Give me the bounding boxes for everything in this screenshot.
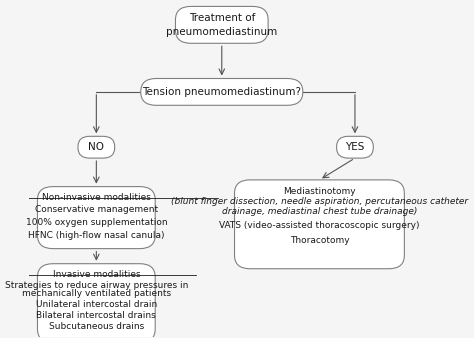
Text: YES: YES <box>345 142 365 152</box>
Text: Conservative management: Conservative management <box>35 206 158 214</box>
FancyBboxPatch shape <box>37 187 155 249</box>
Text: Subcutaneous drains: Subcutaneous drains <box>49 322 144 331</box>
Text: Invasive modalities: Invasive modalities <box>53 270 140 279</box>
Text: Treatment of
pneumomediastinum: Treatment of pneumomediastinum <box>166 13 277 37</box>
FancyBboxPatch shape <box>78 136 115 158</box>
Text: VATS (video-assisted thoracoscopic surgery): VATS (video-assisted thoracoscopic surge… <box>219 221 419 231</box>
Text: Thoracotomy: Thoracotomy <box>290 236 349 244</box>
FancyBboxPatch shape <box>235 180 404 269</box>
Text: Non-invasive modalities: Non-invasive modalities <box>42 193 151 202</box>
Text: Bilateral intercostal drains: Bilateral intercostal drains <box>36 311 156 320</box>
Text: NO: NO <box>88 142 104 152</box>
Text: HFNC (high-flow nasal canula): HFNC (high-flow nasal canula) <box>28 231 164 240</box>
Text: drainage, mediastinal chest tube drainage): drainage, mediastinal chest tube drainag… <box>222 208 417 216</box>
FancyBboxPatch shape <box>175 6 268 43</box>
Text: Strategies to reduce airway pressures in: Strategies to reduce airway pressures in <box>5 281 188 290</box>
Text: Tension pneumomediastinum?: Tension pneumomediastinum? <box>142 87 301 97</box>
Text: mechanically ventilated patients: mechanically ventilated patients <box>22 289 171 297</box>
Text: Mediastinotomy: Mediastinotomy <box>283 187 356 196</box>
FancyBboxPatch shape <box>141 78 303 105</box>
Text: 100% oxygen supplementation: 100% oxygen supplementation <box>26 218 167 227</box>
Text: (blunt finger dissection, needle aspiration, percutaneous catheter: (blunt finger dissection, needle aspirat… <box>171 197 468 206</box>
FancyBboxPatch shape <box>337 136 374 158</box>
Text: Unilateral intercostal drain: Unilateral intercostal drain <box>36 299 157 309</box>
FancyBboxPatch shape <box>37 264 155 338</box>
